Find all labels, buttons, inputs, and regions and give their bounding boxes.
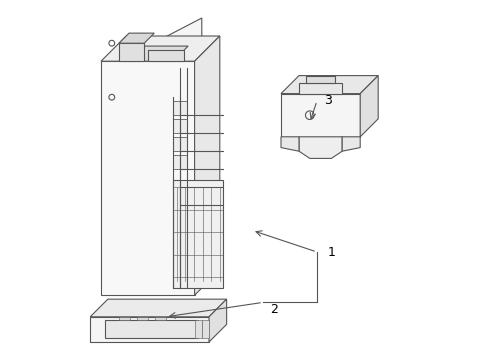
Polygon shape [202,320,209,338]
Polygon shape [281,94,360,137]
Polygon shape [119,317,130,320]
Polygon shape [155,317,166,320]
Polygon shape [119,46,188,61]
Polygon shape [173,101,187,115]
Polygon shape [101,61,195,295]
Polygon shape [209,299,227,342]
Polygon shape [360,76,378,137]
Polygon shape [342,137,360,151]
Polygon shape [299,137,342,158]
Polygon shape [90,299,227,317]
Polygon shape [173,180,223,288]
Polygon shape [119,33,154,43]
Polygon shape [104,320,198,338]
Polygon shape [299,83,342,94]
Text: 3: 3 [324,94,332,107]
Polygon shape [195,320,202,338]
Polygon shape [173,155,187,169]
Polygon shape [281,137,299,151]
Text: 2: 2 [270,303,278,316]
Polygon shape [195,36,220,295]
Text: 1: 1 [328,246,336,258]
Polygon shape [281,76,378,94]
Polygon shape [173,119,187,133]
Polygon shape [119,43,144,61]
Polygon shape [306,76,335,83]
Polygon shape [112,18,202,281]
Polygon shape [90,317,209,342]
Polygon shape [101,36,220,61]
Polygon shape [137,317,148,320]
Polygon shape [148,50,184,61]
Polygon shape [173,137,187,151]
